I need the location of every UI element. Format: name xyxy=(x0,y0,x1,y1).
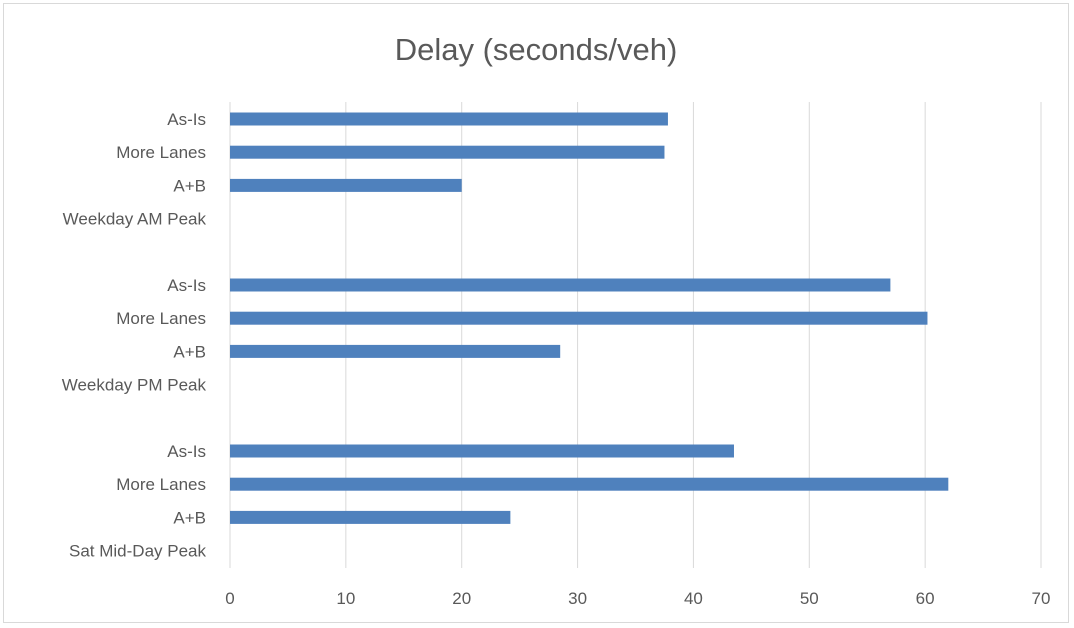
x-tick-label: 20 xyxy=(452,589,471,608)
bar xyxy=(230,311,928,325)
bar xyxy=(230,112,668,126)
gridlines xyxy=(229,102,1042,568)
chart-title: Delay (seconds/veh) xyxy=(394,32,678,67)
bar xyxy=(230,278,891,292)
category-label: A+B xyxy=(173,508,206,527)
bar xyxy=(230,510,511,524)
x-tick-label: 40 xyxy=(684,589,703,608)
category-label: As-Is xyxy=(167,276,206,295)
x-tick-labels: 0 10 20 30 40 50 60 70 xyxy=(225,589,1050,608)
x-tick-label: 70 xyxy=(1032,589,1051,608)
category-label: As-Is xyxy=(167,110,206,129)
x-tick-label: 50 xyxy=(800,589,819,608)
category-label: Weekday AM Peak xyxy=(63,210,207,229)
bar xyxy=(230,145,665,159)
bar xyxy=(230,444,734,458)
category-label: More Lanes xyxy=(116,475,206,494)
bar xyxy=(230,178,462,192)
x-tick-label: 60 xyxy=(916,589,935,608)
bar xyxy=(230,477,949,491)
category-label: More Lanes xyxy=(116,309,206,328)
category-label: Weekday PM Peak xyxy=(62,376,207,395)
category-labels: As-Is More Lanes A+B Weekday AM Peak As-Is Mo… xyxy=(62,110,207,561)
x-tick-label: 10 xyxy=(336,589,355,608)
category-label: Sat Mid-Day Peak xyxy=(69,542,206,561)
category-label: A+B xyxy=(173,342,206,361)
bars xyxy=(230,112,949,524)
category-label: A+B xyxy=(173,176,206,195)
x-tick-label: 0 xyxy=(225,589,234,608)
category-label: More Lanes xyxy=(116,143,206,162)
category-label: As-Is xyxy=(167,442,206,461)
x-tick-label: 30 xyxy=(568,589,587,608)
bar xyxy=(230,344,561,358)
